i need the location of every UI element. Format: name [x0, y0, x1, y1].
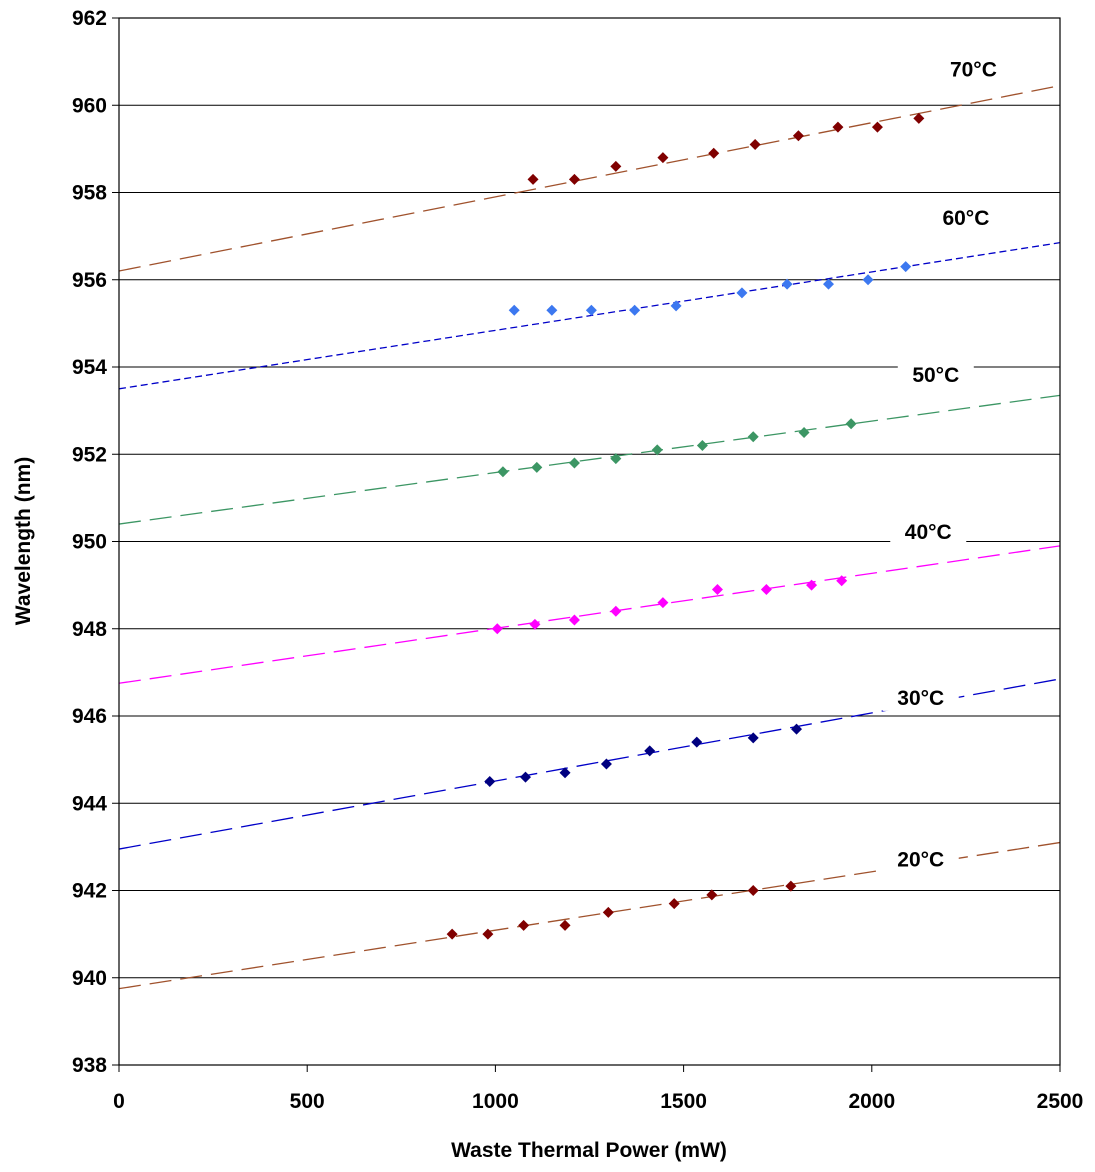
data-point	[497, 466, 509, 478]
data-point	[568, 457, 580, 469]
trend-line	[118, 394, 1061, 525]
series-label: 30°C	[897, 687, 944, 710]
y-tick-label: 954	[72, 356, 107, 379]
y-tick-label: 942	[72, 880, 107, 903]
y-tick-label: 958	[72, 182, 107, 205]
y-tick-label: 938	[72, 1054, 107, 1077]
data-point	[651, 444, 663, 456]
data-point	[747, 885, 759, 896]
data-point	[520, 771, 532, 783]
data-point	[736, 287, 748, 299]
data-point	[529, 618, 541, 630]
x-tick-label: 1500	[660, 1090, 707, 1113]
data-point	[670, 300, 682, 312]
data-point	[691, 736, 703, 748]
trend-line	[118, 545, 1061, 684]
series-label: 50°C	[912, 364, 959, 387]
series-label-bg	[897, 362, 974, 389]
y-tick-label: 940	[72, 967, 107, 990]
data-point	[792, 130, 804, 142]
data-point	[491, 623, 503, 635]
data-point	[862, 274, 874, 286]
data-point	[527, 173, 539, 185]
y-tick-label: 950	[72, 531, 107, 554]
data-point	[760, 583, 772, 595]
data-point	[845, 418, 857, 430]
series-labels: 70°C 60°C 50°C 40°C 30°C 20°C	[882, 56, 1012, 873]
series-label: 40°C	[905, 521, 952, 544]
data-point	[482, 928, 494, 940]
data-point	[747, 732, 759, 744]
data-point	[791, 723, 803, 735]
y-tick-label: 948	[72, 618, 107, 641]
y-axis-title: Wavelength (nm)	[12, 457, 35, 625]
data-point	[484, 775, 496, 787]
y-tick-label: 944	[72, 792, 107, 815]
data-point	[610, 453, 622, 465]
y-tick-label: 960	[72, 94, 107, 117]
data-point	[706, 889, 718, 901]
series-label: 70°C	[950, 59, 997, 82]
data-points	[446, 112, 925, 940]
series-label: 20°C	[897, 848, 944, 871]
data-point	[668, 898, 680, 910]
data-point	[602, 906, 614, 918]
data-point	[644, 745, 656, 757]
axes	[112, 17, 1061, 1072]
data-point	[781, 278, 793, 290]
series-label: 60°C	[942, 207, 989, 230]
grid-lines	[119, 104, 1060, 979]
data-point	[600, 758, 612, 770]
series-label-bg	[927, 205, 1004, 232]
data-point	[531, 461, 543, 473]
data-point	[747, 431, 759, 443]
data-point	[749, 139, 761, 151]
data-point	[559, 767, 571, 779]
data-point	[446, 928, 458, 940]
trend-line	[118, 84, 1061, 272]
data-point	[696, 440, 708, 452]
data-point	[798, 426, 810, 438]
data-point	[559, 919, 571, 931]
data-point	[629, 304, 641, 316]
data-point	[518, 919, 530, 931]
x-tick-label: 2500	[1037, 1090, 1084, 1113]
y-tick-label: 952	[72, 443, 107, 466]
series-label-bg	[935, 56, 1012, 83]
data-point	[657, 152, 669, 164]
x-tick-label: 2000	[848, 1090, 895, 1113]
data-point	[836, 575, 848, 587]
tick-labels: 938 940 942 944 946 948 950 952 954 956 958 960 962 0…	[72, 7, 1083, 1113]
data-point	[871, 121, 883, 133]
data-point	[806, 579, 818, 591]
data-point	[823, 278, 835, 290]
data-point	[568, 173, 580, 185]
data-point	[785, 880, 797, 892]
y-tick-label: 946	[72, 705, 107, 728]
data-point	[711, 583, 723, 595]
data-point	[585, 304, 597, 316]
y-tick-label: 956	[72, 269, 107, 292]
x-tick-label: 1000	[472, 1090, 519, 1113]
data-point	[610, 605, 622, 617]
x-tick-label: 500	[290, 1090, 325, 1113]
x-tick-label: 0	[113, 1090, 125, 1113]
data-point	[568, 614, 580, 626]
data-point	[508, 304, 520, 316]
y-tick-label: 962	[72, 7, 107, 30]
data-point	[708, 147, 720, 159]
data-point	[546, 304, 558, 316]
data-point	[610, 160, 622, 172]
data-point	[900, 261, 912, 273]
data-point	[657, 597, 669, 609]
data-point	[913, 112, 925, 124]
x-axis-title: Waste Thermal Power (mW)	[451, 1139, 727, 1162]
plot-frame	[118, 17, 1061, 1066]
data-point	[832, 121, 844, 133]
series-label-bg	[882, 846, 959, 873]
series-label-bg	[890, 519, 967, 546]
series-label-bg	[882, 684, 959, 711]
